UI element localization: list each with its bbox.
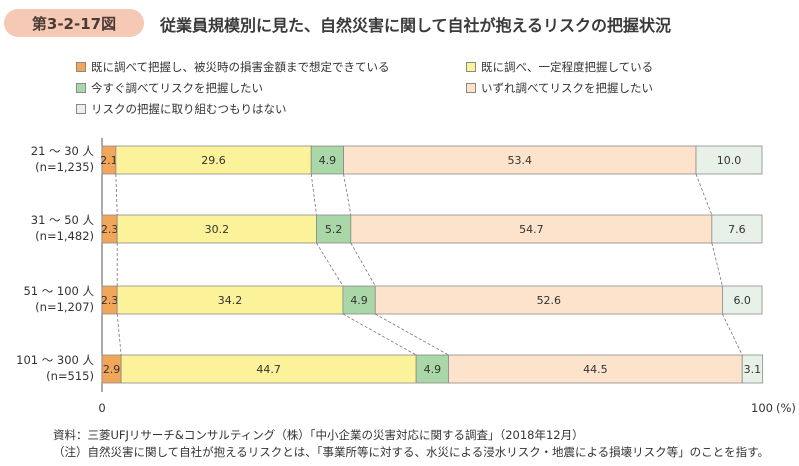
legend-item-2: 既に調べ、一定程度把握している — [466, 59, 653, 75]
bar-segment-r3-s4 — [374, 285, 723, 315]
data-label-r4-s3: 4.9 — [424, 363, 442, 376]
bar-segment-r1-s4 — [343, 145, 697, 175]
legend-item-4: いずれ調べてリスクを把握したい — [466, 80, 653, 96]
legend-item-3: 今すぐ調べてリスクを把握したい — [76, 80, 263, 96]
data-label-r3-s3: 4.9 — [350, 294, 368, 307]
bar-segment-r4-s4 — [448, 354, 743, 384]
connector-r2-b2 — [316, 242, 344, 287]
data-label-r1-s1: 2.1 — [100, 154, 118, 167]
figure-header: 第3-2-17図 従業員規模別に見た、自然災害に関して自社が抱えるリスクの把握状… — [4, 9, 784, 39]
legend-swatch-3 — [76, 83, 86, 93]
connector-r2-b3 — [350, 242, 376, 287]
legend-item-1: 既に調べて把握し、被災時の損害金額まで想定できている — [76, 59, 390, 75]
data-label-r3-s5: 6.0 — [733, 294, 751, 307]
data-label-r1-s3: 4.9 — [319, 154, 337, 167]
bar-segment-r4-s2 — [120, 354, 417, 384]
connector-r3-b3 — [375, 313, 449, 356]
data-label-r2-s3: 5.2 — [325, 223, 343, 236]
figure-number-badge: 第3-2-17図 — [4, 9, 144, 37]
x-tick-label-0: 0 — [98, 401, 105, 415]
source-note: 資料：三菱UFJリサーチ&コンサルティング（株）「中小企業の災害対応に関する調査… — [53, 428, 584, 442]
data-label-r2-s5: 7.6 — [728, 223, 746, 236]
legend-swatch-2 — [466, 62, 476, 72]
data-label-r4-s5: 3.1 — [744, 363, 762, 376]
category-label-r3: 51 〜 100 人 — [23, 284, 94, 298]
connector-r3-b2 — [342, 313, 417, 356]
data-label-r3-s1: 2.3 — [101, 294, 119, 307]
data-label-r4-s1: 2.9 — [103, 363, 121, 376]
data-label-r2-s4: 54.7 — [519, 223, 544, 236]
data-label-r1-s2: 29.6 — [201, 154, 226, 167]
legend-label-1: 既に調べて把握し、被災時の損害金額まで想定できている — [91, 60, 390, 74]
legend-item-5: リスクの把握に取り組むつもりはない — [76, 101, 287, 117]
category-label-r4: 101 〜 300 人 — [16, 353, 94, 367]
data-label-r2-s1: 2.3 — [101, 223, 119, 236]
bar-segment-r3-s2 — [116, 285, 344, 315]
bar-segment-r4-s3 — [415, 354, 449, 384]
data-label-r2-s2: 30.2 — [205, 223, 230, 236]
connector-r1-b2 — [310, 173, 317, 216]
legend-label-3: 今すぐ調べてリスクを把握したい — [91, 81, 264, 95]
category-n-label-r2: (n=1,482) — [35, 229, 94, 243]
bar-segment-r2-s4 — [350, 214, 713, 244]
data-label-r4-s2: 44.7 — [256, 363, 281, 376]
category-n-label-r3: (n=1,207) — [35, 300, 94, 314]
data-label-r1-s5: 10.0 — [717, 154, 742, 167]
footnote: （注）自然災害に関して自社が抱えるリスクとは、「事業所等に対する、水災による浸水… — [53, 445, 769, 459]
bar-segment-r2-s3 — [316, 214, 352, 244]
legend-label-2: 既に調べ、一定程度把握している — [481, 60, 654, 74]
data-label-r3-s2: 34.2 — [218, 294, 243, 307]
connector-r2-b4 — [711, 242, 723, 287]
bar-segment-r1-s5 — [695, 145, 763, 175]
category-label-r2: 31 〜 50 人 — [31, 213, 95, 227]
figure-title: 従業員規模別に見た、自然災害に関して自社が抱えるリスクの把握状況 — [160, 16, 672, 35]
data-label-r1-s4: 53.4 — [508, 154, 533, 167]
bar-segment-r2-s2 — [116, 214, 317, 244]
x-tick-label-100: 100 — [751, 401, 773, 415]
connector-r1-b3 — [343, 173, 352, 216]
connector-r1-b4 — [695, 173, 713, 216]
bar-segment-r3-s5 — [722, 285, 763, 315]
legend-swatch-1 — [76, 62, 86, 72]
bar-segment-r2-s5 — [711, 214, 763, 244]
bar-segment-r3-s3 — [342, 285, 376, 315]
legend-label-5: リスクの把握に取り組むつもりはない — [91, 102, 287, 116]
category-n-label-r4: (n=515) — [46, 369, 94, 383]
bar-segment-r4-s5 — [741, 354, 764, 384]
category-n-label-r1: (n=1,235) — [35, 160, 94, 174]
x-unit-label: (%) — [776, 401, 796, 415]
data-label-r4-s4: 44.5 — [583, 363, 608, 376]
connector-r3-b1 — [116, 313, 122, 356]
category-label-r1: 21 〜 30 人 — [31, 144, 95, 158]
legend-swatch-5 — [76, 104, 86, 114]
connector-r1-b1 — [115, 173, 118, 216]
data-label-r3-s4: 52.6 — [537, 294, 562, 307]
legend-swatch-4 — [466, 83, 476, 93]
connector-r3-b4 — [722, 313, 743, 356]
legend-label-4: いずれ調べてリスクを把握したい — [481, 81, 654, 95]
